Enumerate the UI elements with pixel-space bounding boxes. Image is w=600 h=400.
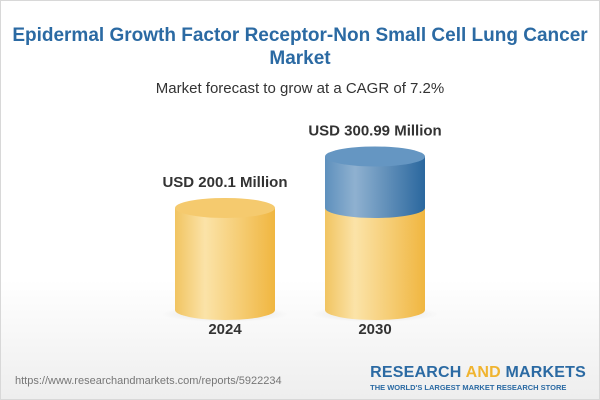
logo-text: RESEARCH <box>370 364 466 381</box>
cylinder-top <box>325 146 425 167</box>
cylinder-growth-segment <box>325 156 425 218</box>
research-and-markets-logo: RESEARCH AND MARKETS THE WORLD'S LARGEST… <box>370 364 586 392</box>
data-label: USD 300.99 Million <box>308 122 441 139</box>
chart-title: Epidermal Growth Factor Receptor-Non Sma… <box>12 25 588 69</box>
source-url[interactable]: https://www.researchandmarkets.com/repor… <box>15 375 282 387</box>
category-label: 2024 <box>208 321 242 338</box>
cylinder-top <box>175 197 275 218</box>
cylinder-base-segment <box>175 207 275 320</box>
logo-text-and: AND <box>465 364 501 381</box>
cylinder-base-segment <box>325 207 425 320</box>
category-label: 2030 <box>358 321 391 338</box>
chart-subtitle: Market forecast to grow at a CAGR of 7.2… <box>155 80 445 97</box>
logo-text: MARKETS <box>500 364 586 381</box>
data-label: USD 200.1 Million <box>162 174 287 191</box>
logo-tagline: THE WORLD'S LARGEST MARKET RESEARCH STOR… <box>370 383 567 392</box>
